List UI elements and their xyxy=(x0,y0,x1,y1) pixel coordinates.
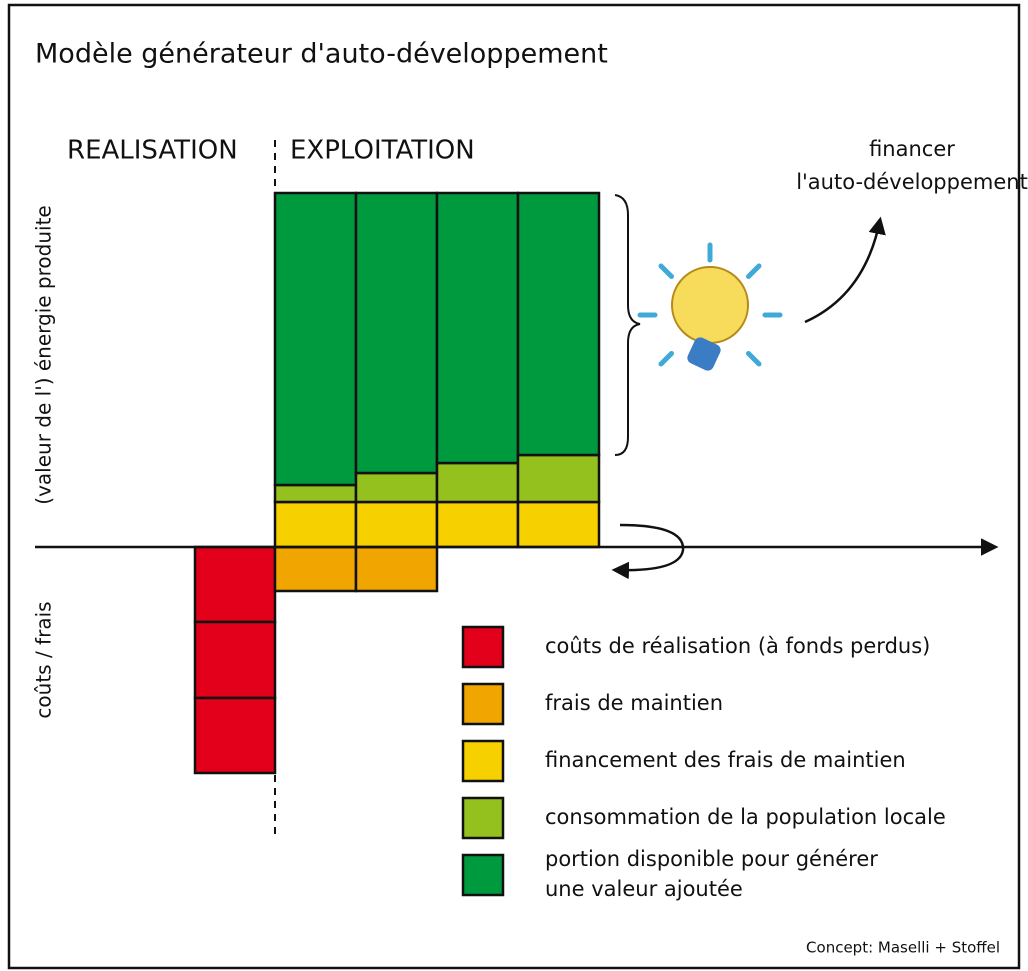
annotation: l'auto-développement xyxy=(796,170,1028,194)
phase-label: EXPLOITATION xyxy=(290,136,475,166)
block xyxy=(275,547,356,591)
annotation: financer xyxy=(869,137,955,161)
block xyxy=(356,547,437,591)
block xyxy=(437,502,518,547)
axis-label: coûts / frais xyxy=(32,601,56,718)
legend-swatch xyxy=(463,684,503,724)
credit: Concept: Maselli + Stoffel xyxy=(806,939,1000,957)
legend-label: coûts de réalisation (à fonds perdus) xyxy=(545,634,930,658)
legend-label: frais de maintien xyxy=(545,691,723,715)
phase-label: REALISATION xyxy=(67,136,238,166)
block xyxy=(518,502,599,547)
block xyxy=(518,193,599,455)
block xyxy=(275,193,356,485)
block xyxy=(275,502,356,547)
title: Modèle générateur d'auto-développement xyxy=(35,39,608,70)
block xyxy=(437,193,518,463)
axis-label: (valeur de l') énergie produite xyxy=(32,205,56,504)
block xyxy=(356,473,437,502)
block xyxy=(518,455,599,502)
legend-label: une valeur ajoutée xyxy=(545,877,743,901)
legend-swatch xyxy=(463,798,503,838)
block xyxy=(437,463,518,502)
block xyxy=(275,485,356,502)
legend-label: financement des frais de maintien xyxy=(545,748,906,772)
legend-swatch xyxy=(463,741,503,781)
diagram: Modèle générateur d'auto-développement R… xyxy=(0,0,1028,971)
block xyxy=(195,622,275,698)
block xyxy=(195,547,275,622)
block xyxy=(356,193,437,473)
legend-label: portion disponible pour générer xyxy=(545,847,878,871)
block xyxy=(195,698,275,773)
legend-label: consommation de la population locale xyxy=(545,805,946,829)
block xyxy=(356,502,437,547)
legend-swatch xyxy=(463,627,503,667)
bulb xyxy=(672,267,748,343)
legend-swatch xyxy=(463,855,503,895)
